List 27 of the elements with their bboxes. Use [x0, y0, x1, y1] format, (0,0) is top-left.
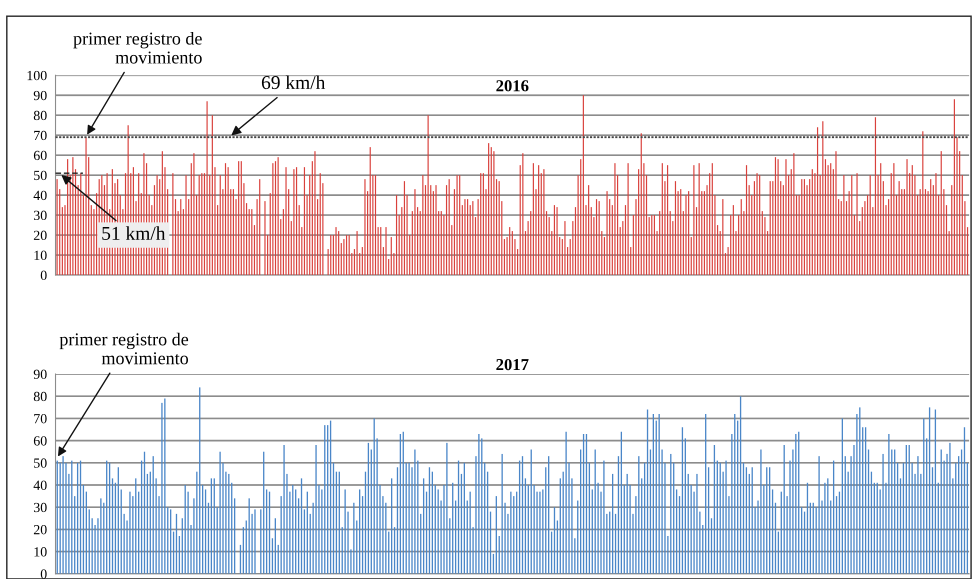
y-tick-label: 0: [40, 270, 47, 280]
y-tick-label: 80: [34, 392, 47, 402]
y-tick-label: 100: [28, 70, 47, 80]
text: primer registro de movimiento: [60, 332, 188, 364]
annotation: 51 km/h: [102, 226, 166, 240]
y-tick-label: 40: [34, 480, 47, 490]
y-tick-label: 80: [34, 110, 47, 120]
y-tick-label: 50: [34, 170, 47, 180]
y-tick-label: 70: [34, 414, 47, 424]
y-tick-label: 60: [34, 436, 47, 446]
y-tick-label: 30: [34, 502, 47, 512]
text: primer registro de movimiento: [73, 32, 202, 64]
y-tick-label: 70: [34, 130, 47, 140]
y-tick-label: 30: [34, 210, 47, 220]
y-tick-label: 90: [34, 90, 47, 100]
ref-line-label: 69 km/h: [262, 75, 326, 90]
y-tick-label: 50: [34, 458, 47, 468]
y-tick-label: 40: [34, 190, 47, 200]
chart-title: 2017: [496, 358, 529, 370]
y-tick-label: 20: [34, 524, 47, 534]
y-tick-label: 90: [34, 370, 47, 379]
y-tick-label: 20: [34, 230, 47, 240]
y-tick-label: 60: [34, 150, 47, 160]
y-tick-label: 10: [34, 250, 47, 260]
chart-title: 2016: [496, 80, 529, 92]
y-tick-label: 0: [40, 569, 47, 579]
y-tick-label: 10: [34, 547, 47, 557]
